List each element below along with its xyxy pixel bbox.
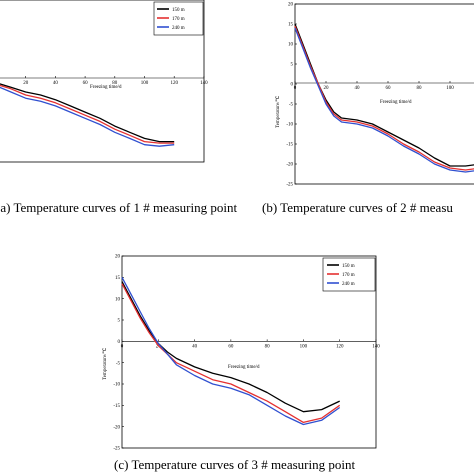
- panel-c-plot-frame: [121, 255, 377, 449]
- panel-a-x-ticks: 20 40 60 80 100 120 140: [23, 76, 208, 86]
- panel-b-y-tick-label: -5: [289, 103, 294, 108]
- panel-a-x-axis-label: Freezing time/d: [90, 85, 122, 90]
- panel-c-x-ticks: 0 20 40 60 80 100 120 140: [121, 339, 380, 349]
- panel-b-y-tick-label: -25: [286, 183, 293, 188]
- panel-c-y-tick-label: 5: [118, 319, 121, 324]
- panel-a-x-tick-label: 20: [23, 81, 29, 86]
- panel-b-x-ticks: 0 20 40 60 80 100: [294, 81, 454, 91]
- panel-a-x-tick-label: 120: [170, 81, 178, 86]
- panel-c-y-tick-label: -20: [113, 425, 120, 430]
- panel-c-x-tick-label: 140: [372, 344, 380, 349]
- panel-a-series-line-240m: [0, 86, 175, 147]
- panel-c-legend-label-170: 170 m: [342, 273, 355, 278]
- panel-a-legend-label-170: 170 m: [172, 17, 185, 22]
- panel-a-series-line-150m: [0, 83, 175, 143]
- panel-c-legend-label-240: 240 m: [342, 282, 355, 287]
- panel-b-x-tick-label: 40: [355, 86, 361, 91]
- panel-a-caption: (a) Temperature curves of 1 # measuring …: [0, 200, 237, 215]
- panel-c-caption: (c) Temperature curves of 3 # measuring …: [114, 457, 355, 472]
- panel-b-caption: (b) Temperature curves of 2 # measu: [262, 200, 453, 215]
- panel-c-x-tick-label: 120: [336, 344, 344, 349]
- panel-b-x-tick-label: 60: [386, 86, 392, 91]
- panel-a-plot-frame: [0, 0, 205, 163]
- panel-c-y-tick-label: 0: [118, 340, 121, 345]
- panel-a-series-lines: [0, 83, 175, 147]
- panel-c-x-tick-label: 100: [300, 344, 308, 349]
- panel-c-series-line-170m: [121, 283, 341, 424]
- panel-a: 20 40 60 80 100 120 140 Freezing time/d 150 m …: [0, 0, 208, 163]
- panel-c-x-tick-label: 0: [121, 344, 124, 349]
- panel-b-x-axis-label: Freezing time/d: [380, 100, 412, 105]
- panel-c-series-line-150m: [121, 281, 340, 413]
- panel-c-legend: 150 m 170 m 240 m: [322, 257, 376, 292]
- panel-c-y-tick-label: 20: [115, 255, 121, 260]
- panel-b-y-tick-label: 15: [288, 23, 294, 28]
- panel-c-x-tick-label: 20: [156, 344, 162, 349]
- panel-c-y-tick-label: 15: [115, 276, 121, 281]
- panel-c-y-tick-label: -25: [113, 447, 120, 452]
- panel-c-series-lines: [121, 276, 341, 426]
- panel-b-y-tick-label: 5: [291, 63, 294, 68]
- panel-b-y-tick-label: 0: [291, 83, 294, 88]
- panel-a-x-tick-label: 100: [141, 81, 149, 86]
- panel-c-x-tick-label: 60: [228, 344, 234, 349]
- panel-b-y-tick-label: 10: [288, 43, 294, 48]
- panel-a-series-line-170m: [0, 84, 175, 144]
- panel-c-x-axis-label: Freezing time/d: [228, 365, 260, 370]
- panel-b-x-tick-label: 20: [324, 86, 330, 91]
- panel-b-y-axis-label: Temperature/℃: [275, 95, 281, 128]
- panel-b-x-tick-label: 100: [446, 86, 454, 91]
- panel-c-y-tick-label: -15: [113, 404, 120, 409]
- panel-a-x-tick-label: 40: [53, 81, 59, 86]
- panel-c: 20 15 10 5 0 -5 -10 -15 -20 -25 0 20 40 60 80 100 120 14…: [102, 255, 380, 452]
- panel-b-y-tick-label: -15: [286, 143, 293, 148]
- panel-b-series-line-240m: [294, 27, 474, 173]
- panel-b-y-tick-label: -10: [286, 123, 293, 128]
- panel-c-y-ticks: 20 15 10 5 0 -5 -10 -15 -20 -25: [113, 255, 124, 452]
- panel-c-y-tick-label: -10: [113, 383, 120, 388]
- panel-a-legend-label-150: 150 m: [172, 8, 185, 13]
- panel-b: 20 15 10 5 0 -5 -10 -15 -20 -25 0 20 40 60 80 100 Temp…: [275, 3, 474, 188]
- panel-b-plot-frame: [294, 3, 474, 185]
- panel-c-y-tick-label: 10: [115, 297, 121, 302]
- panel-a-x-tick-label: 140: [200, 81, 208, 86]
- panel-c-x-tick-label: 40: [192, 344, 198, 349]
- panel-b-series-lines: [294, 23, 474, 173]
- panel-b-y-tick-label: 20: [288, 3, 294, 8]
- panel-b-y-tick-label: -20: [286, 163, 293, 168]
- panel-c-series-line-240m: [121, 276, 341, 426]
- panel-a-legend-label-240: 240 m: [172, 26, 185, 31]
- panel-a-x-tick-label: 80: [112, 81, 118, 86]
- panel-b-x-tick-label: 0: [294, 86, 297, 91]
- panel-c-legend-label-150: 150 m: [342, 264, 355, 269]
- panel-a-legend: 150 m 170 m 240 m: [153, 1, 204, 36]
- panel-a-x-tick-label: 60: [83, 81, 89, 86]
- panel-b-x-tick-label: 80: [417, 86, 423, 91]
- panel-c-x-tick-label: 80: [265, 344, 271, 349]
- panel-c-y-axis-label: Temperature/℃: [102, 347, 108, 380]
- panel-b-series-line-170m: [294, 25, 474, 171]
- panel-c-y-tick-label: -5: [116, 361, 121, 366]
